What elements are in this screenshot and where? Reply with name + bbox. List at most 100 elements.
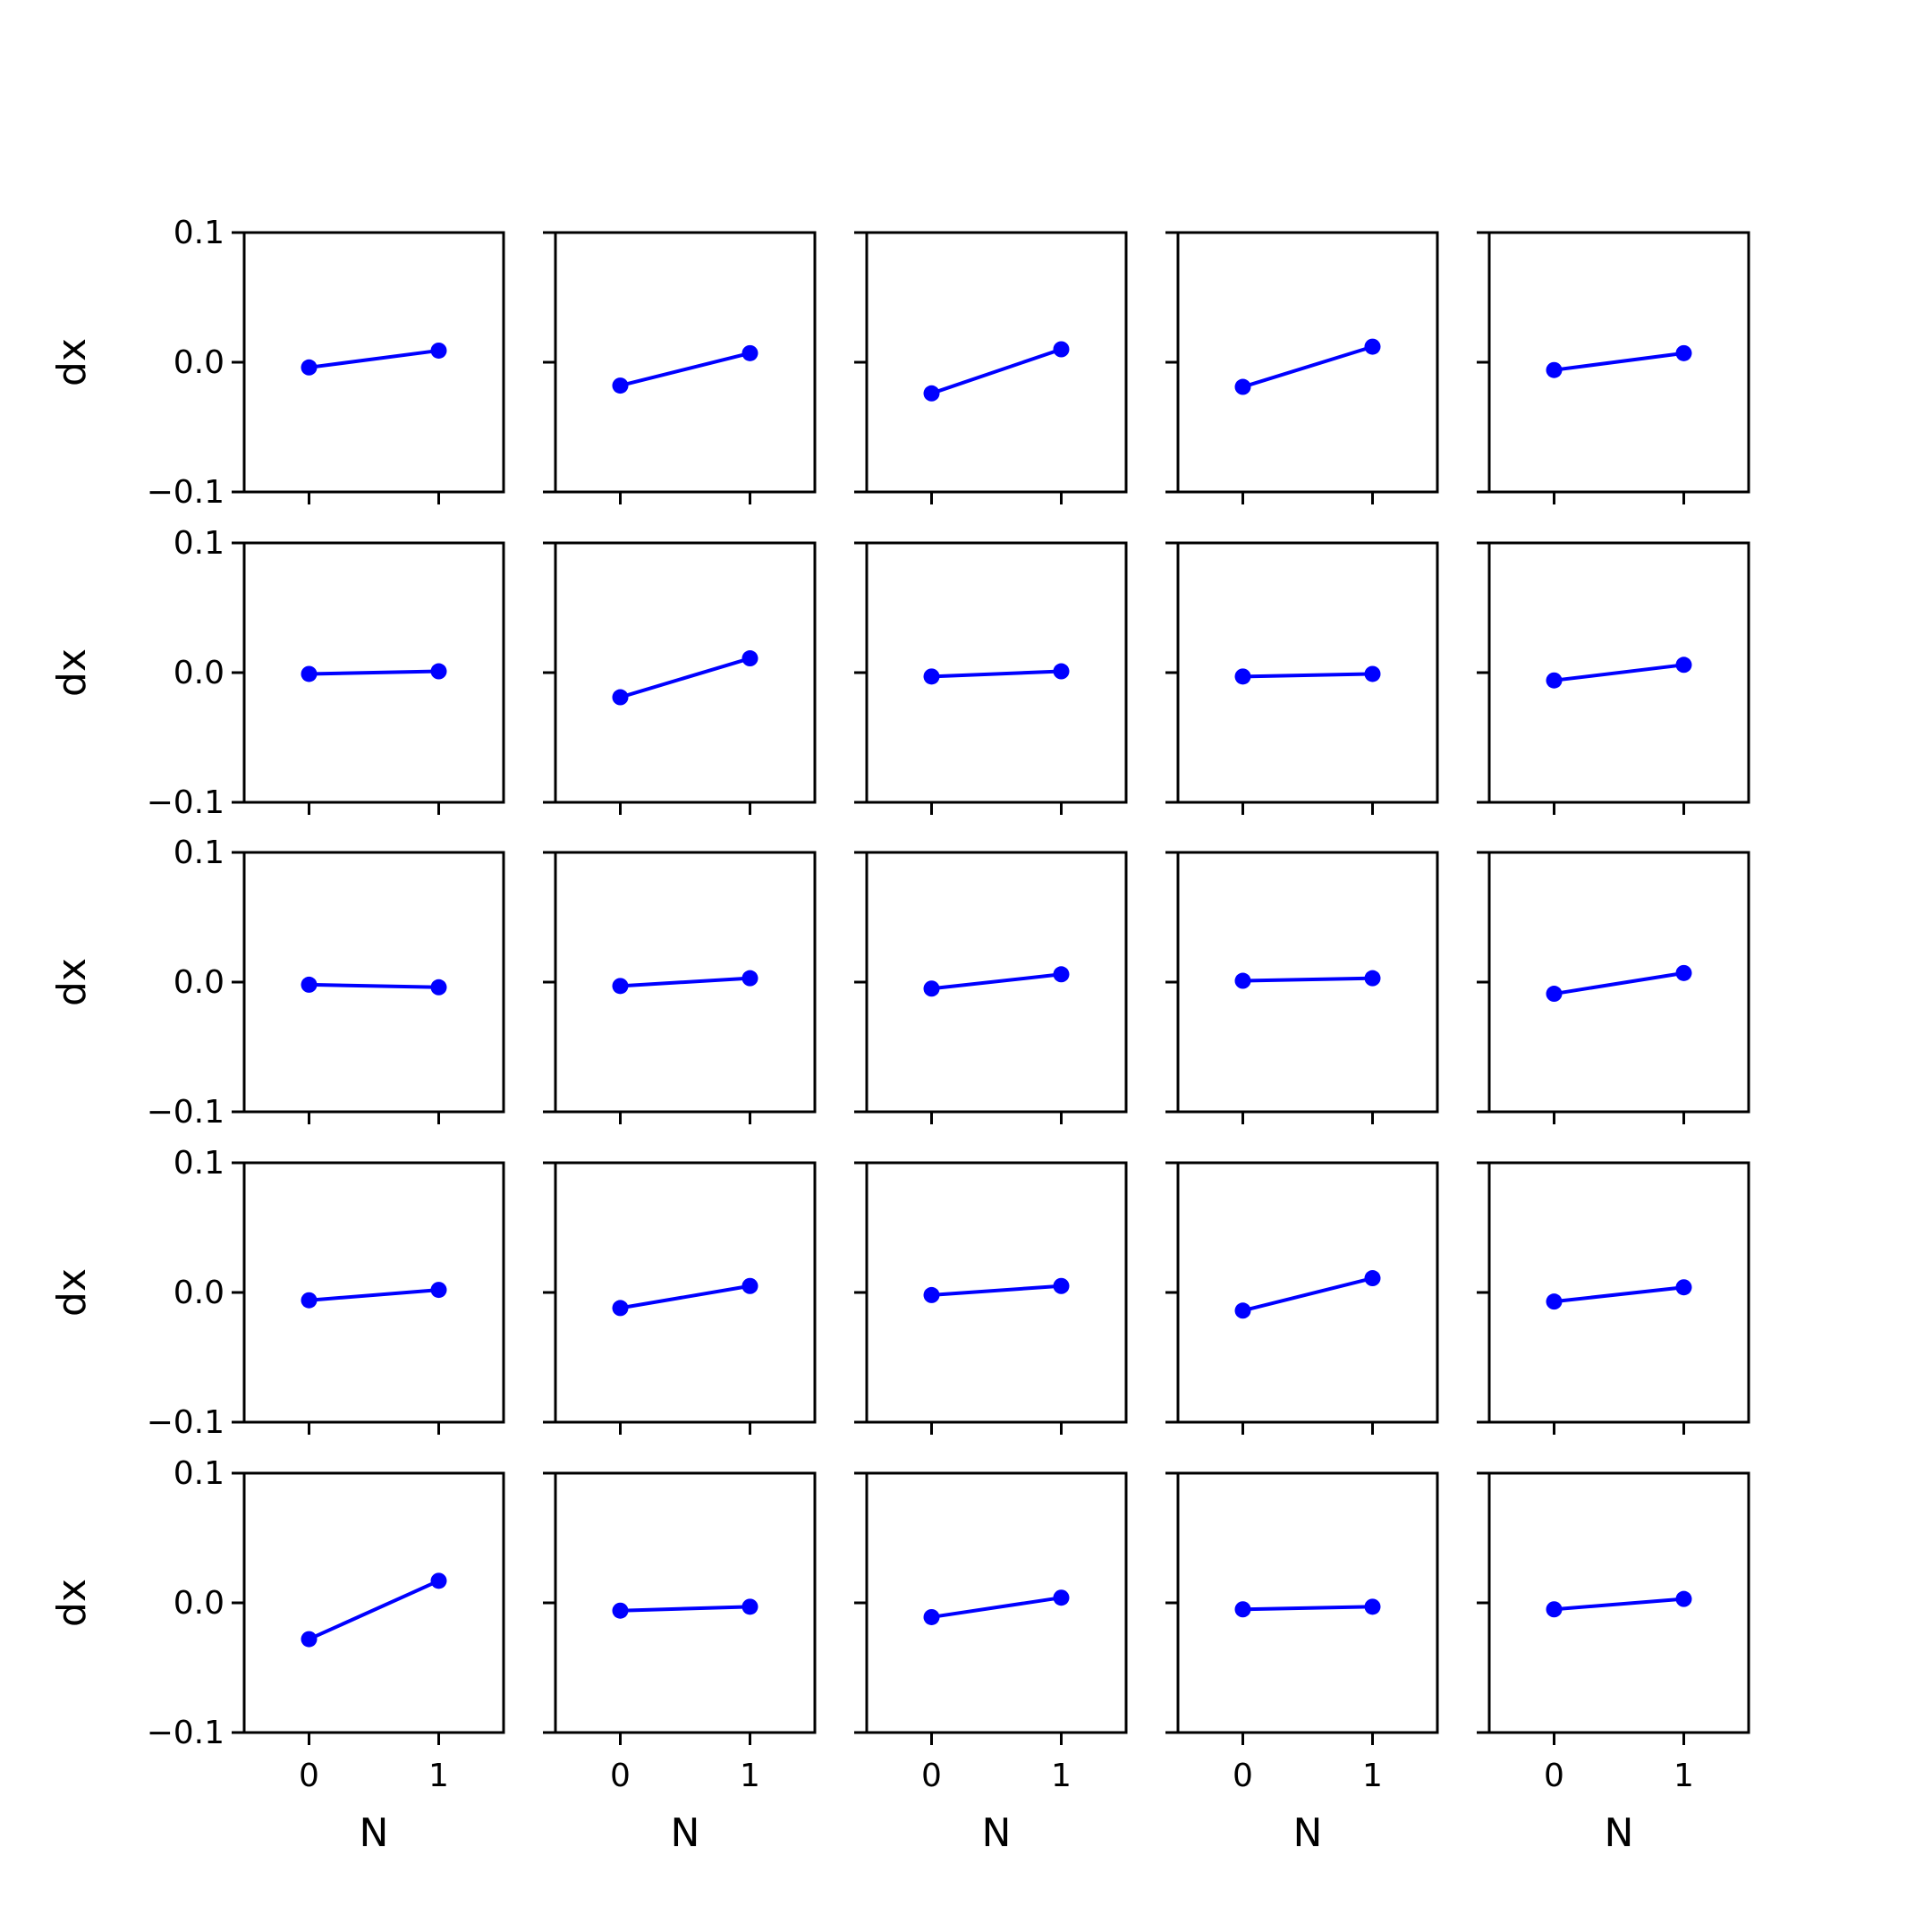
panel-r4-c5-point-0 <box>1546 1293 1563 1310</box>
panel-r1-c3-frame <box>865 231 1128 494</box>
panel-r1-c5-series-line <box>1554 351 1684 372</box>
panel-r1-c2-point-0 <box>612 377 629 394</box>
panel-r5-c4-point-1 <box>1364 1598 1381 1615</box>
panel-r4-c2-frame <box>554 1161 817 1424</box>
panel-r3-c4-point-0 <box>1234 972 1251 989</box>
panel-r2-c2-series-line <box>619 657 751 699</box>
panel-r3-c2-point-0 <box>612 978 629 995</box>
y-axis-label: dx <box>49 1268 95 1317</box>
panel-r4-c2-point-1 <box>741 1277 758 1294</box>
panel-r2-c2-frame <box>554 541 817 804</box>
y-axis-label: dx <box>49 1579 95 1627</box>
y-tick-label: −0.1 <box>147 1404 225 1441</box>
x-axis-label: N <box>1293 1810 1323 1856</box>
panel-r4-c1-point-1 <box>430 1282 447 1299</box>
x-axis-label: N <box>1605 1810 1634 1856</box>
panel-r3-c2-point-1 <box>741 970 758 987</box>
y-tick-label: 0.0 <box>174 1585 225 1622</box>
panel-r1-c4-frame <box>1176 231 1439 494</box>
panel-r5-c3-series-line <box>931 1596 1062 1619</box>
x-tick-label: 0 <box>299 1758 319 1794</box>
panel-r2-c1-point-0 <box>301 665 318 682</box>
panel-r2-c4-point-0 <box>1234 668 1251 685</box>
y-axis-label: dx <box>49 958 95 1006</box>
panel-r2-c5-point-1 <box>1675 657 1692 674</box>
panel-r3-c1-series-line <box>309 982 439 989</box>
x-axis-label: N <box>671 1810 700 1856</box>
panel-r3-c4-point-1 <box>1364 970 1381 987</box>
panel-r4-c4-point-0 <box>1234 1302 1251 1319</box>
panel-r2-c2-point-1 <box>741 650 758 667</box>
panel-r5-c4-frame <box>1176 1471 1439 1734</box>
y-tick-label: 0.0 <box>174 964 225 1001</box>
panel-r2-c1-point-1 <box>430 663 447 680</box>
panel-r1-c4-series-line <box>1241 344 1374 389</box>
y-tick-label: 0.0 <box>174 1275 225 1311</box>
panel-r3-c5-series-line <box>1554 970 1684 996</box>
panel-r4-c3-point-0 <box>923 1286 940 1303</box>
panel-r1-c1-point-1 <box>430 342 447 359</box>
x-tick-label: 1 <box>1674 1758 1694 1794</box>
panel-r5-c1-series-line <box>308 1579 440 1641</box>
y-tick-label: −0.1 <box>147 1094 225 1131</box>
panel-r4-c4-series-line <box>1242 1276 1373 1313</box>
panel-r1-c4-point-0 <box>1234 378 1251 395</box>
panel-r2-c1-series-line <box>309 669 439 676</box>
x-tick-label: 0 <box>1233 1758 1253 1794</box>
panel-r3-c2-series-line <box>620 976 750 988</box>
panel-r1-c2-point-1 <box>741 344 758 361</box>
panel-r1-c2-frame <box>554 231 817 494</box>
panel-r1-c5-point-1 <box>1675 344 1692 361</box>
panel-r3-c1-point-0 <box>301 976 318 993</box>
panel-r2-c4-frame <box>1176 541 1439 804</box>
y-tick-label: 0.1 <box>174 215 225 251</box>
x-axis-label: N <box>360 1810 389 1856</box>
panel-r5-c1-frame <box>242 1471 505 1734</box>
panel-r4-c1-series-line <box>309 1288 439 1302</box>
panel-r2-c2-point-0 <box>612 689 629 706</box>
panel-r5-c4-point-0 <box>1234 1601 1251 1618</box>
panel-r4-c3-frame <box>865 1161 1128 1424</box>
panel-r4-c3-series-line <box>931 1284 1062 1297</box>
panel-r2-c5-point-0 <box>1546 672 1563 689</box>
y-axis-label: dx <box>49 338 95 386</box>
y-tick-label: 0.0 <box>174 344 225 381</box>
x-tick-label: 0 <box>1544 1758 1564 1794</box>
panel-r3-c4-frame <box>1176 851 1439 1114</box>
panel-r1-c3-series-line <box>930 347 1063 395</box>
panel-r2-c5-series-line <box>1554 663 1684 682</box>
panel-r5-c1-point-0 <box>301 1631 318 1648</box>
panel-r2-c3-point-1 <box>1053 663 1070 680</box>
y-tick-label: 0.1 <box>174 1455 225 1492</box>
panel-r2-c3-point-0 <box>923 668 940 685</box>
y-tick-label: 0.0 <box>174 655 225 691</box>
panel-r3-c1-point-1 <box>430 979 447 996</box>
panel-r3-c3-point-1 <box>1053 966 1070 983</box>
panel-r1-c2-series-line <box>620 351 750 388</box>
panel-r5-c5-series-line <box>1554 1597 1684 1612</box>
panel-r4-c3-point-1 <box>1053 1277 1070 1294</box>
panel-r5-c3-point-0 <box>923 1608 940 1625</box>
x-tick-label: 1 <box>1051 1758 1072 1794</box>
y-tick-label: 0.1 <box>174 1145 225 1182</box>
y-tick-label: −0.1 <box>147 784 225 821</box>
panel-r4-c1-point-0 <box>301 1292 318 1309</box>
panel-r4-c5-series-line <box>1554 1285 1684 1304</box>
panel-r5-c2-point-1 <box>741 1598 758 1615</box>
y-tick-label: −0.1 <box>147 1715 225 1751</box>
x-tick-label: 1 <box>740 1758 760 1794</box>
y-tick-label: −0.1 <box>147 474 225 511</box>
panel-r3-c3-point-0 <box>923 980 940 997</box>
panel-r3-c4-series-line <box>1242 976 1373 983</box>
y-tick-label: 0.1 <box>174 525 225 562</box>
panel-r4-c4-frame <box>1176 1161 1439 1424</box>
panel-r5-c2-point-0 <box>612 1602 629 1619</box>
panel-r1-c5-point-0 <box>1546 361 1563 378</box>
panel-r5-c3-point-1 <box>1053 1589 1070 1606</box>
x-tick-label: 1 <box>428 1758 449 1794</box>
panel-r4-c5-frame <box>1487 1161 1750 1424</box>
panel-r4-c5-point-1 <box>1675 1279 1692 1296</box>
panel-r3-c5-point-0 <box>1546 986 1563 1003</box>
panel-r1-c3-point-0 <box>923 385 940 402</box>
